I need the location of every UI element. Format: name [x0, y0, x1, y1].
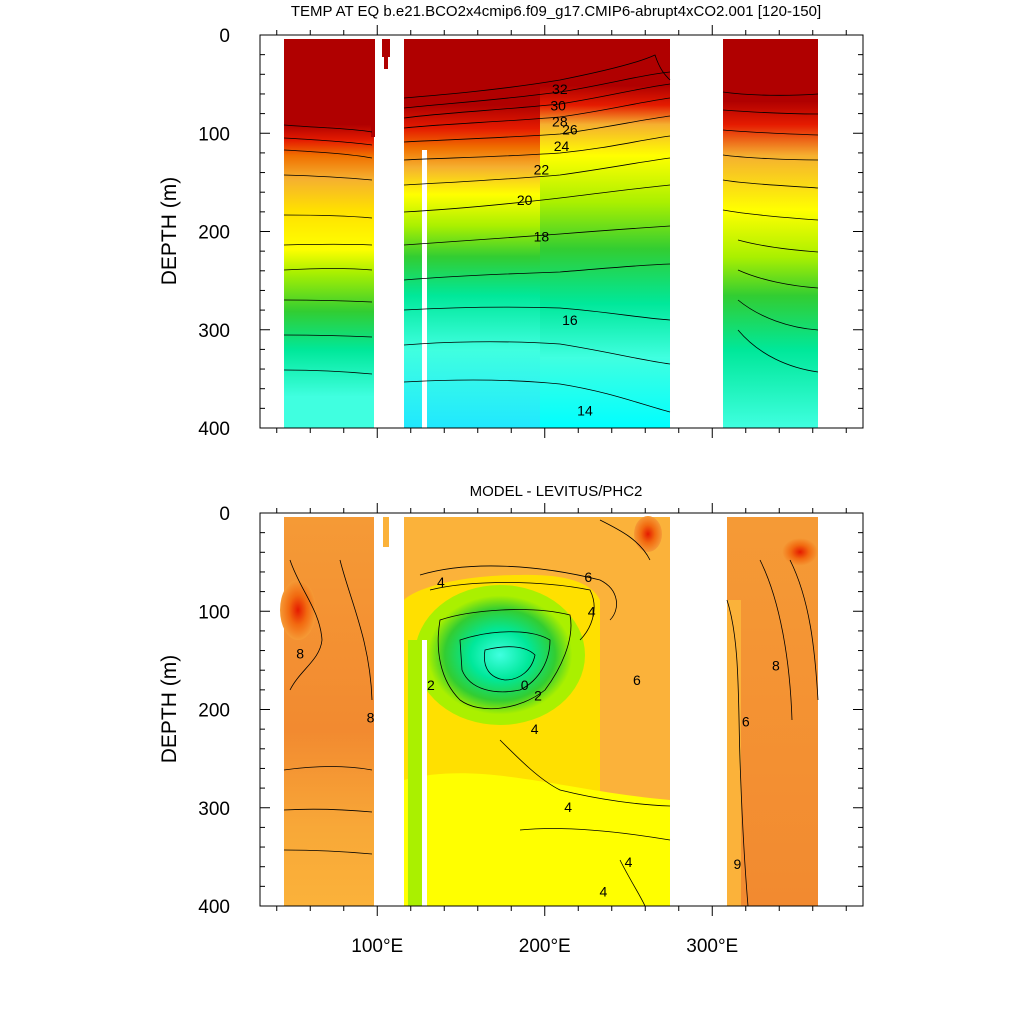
panel-bottom-contours	[283, 519, 819, 906]
panel-top-ticks	[260, 25, 863, 438]
panel-bottom-ylabel: DEPTH (m)	[158, 655, 181, 764]
contour-label: 2	[534, 688, 542, 704]
panel-bottom-ytick-labels: 0 100 200 300 400	[198, 504, 230, 918]
contour-label: 18	[534, 228, 550, 244]
contour-label: 0	[521, 677, 529, 693]
ytick-label: 400	[198, 897, 230, 918]
field2-atlantic-warm-core	[782, 538, 818, 566]
field-atlantic	[723, 39, 818, 428]
ytick-label: 300	[198, 321, 230, 342]
contour-label: 16	[562, 312, 578, 328]
contour-label: 2	[427, 677, 435, 693]
contour-label: 4	[599, 883, 607, 899]
ytick-label: 0	[219, 504, 230, 525]
contour-label: 6	[584, 569, 592, 585]
contour-label: 30	[550, 98, 566, 114]
ytick-label: 100	[198, 124, 230, 145]
contour-label: 4	[625, 854, 633, 870]
ytick-label: 200	[198, 701, 230, 722]
field2-maritime-island	[383, 517, 389, 547]
panel-bottom-field	[280, 516, 819, 906]
panel-top-title: TEMP AT EQ b.e21.BCO2x4cmip6.f09_g17.CMI…	[291, 3, 821, 20]
panel-top-contours	[283, 54, 819, 413]
ytick-label: 400	[198, 419, 230, 440]
panel-top-field	[283, 39, 819, 428]
contour-label: 24	[554, 138, 570, 154]
contour-label: 8	[367, 709, 375, 725]
contour-label: 14	[577, 402, 593, 418]
ytick-label: 200	[198, 223, 230, 244]
field2-strait-green	[408, 640, 422, 906]
contour-label: 4	[564, 799, 572, 815]
ytick-label: 300	[198, 799, 230, 820]
contour-label: 26	[562, 121, 578, 137]
panel-bottom-xtick-labels: 100°E 200°E 300°E	[351, 936, 738, 957]
field-indian-ocean	[284, 39, 374, 428]
field-strait-gap	[422, 150, 427, 428]
panel-bottom-title: MODEL - LEVITUS/PHC2	[470, 483, 643, 500]
contour-label: 6	[633, 672, 641, 688]
panel-bottom: MODEL - LEVITUS/PHC2	[158, 483, 864, 957]
field2-east-pacific-warm	[634, 516, 662, 552]
field2-atlantic	[727, 517, 818, 906]
contour-label: 4	[437, 574, 445, 590]
contour-label: 4	[531, 721, 539, 737]
xtick-label: 200°E	[519, 936, 571, 957]
field-atlantic-step	[723, 39, 729, 59]
contour-label: 8	[296, 645, 304, 661]
contour-label: 4	[588, 603, 596, 619]
field2-strait-gap	[422, 640, 427, 906]
panel-top: TEMP AT EQ b.e21.BCO2x4cmip6.f09_g17.CMI…	[158, 3, 864, 440]
contour-label: 6	[742, 713, 750, 729]
field2-indian-warm-core	[280, 580, 316, 640]
field-pacific-west	[404, 39, 544, 428]
contour-label: 28	[552, 113, 568, 129]
contour-label: 20	[517, 192, 533, 208]
ytick-label: 0	[219, 26, 230, 47]
xtick-label: 100°E	[351, 936, 403, 957]
ytick-label: 100	[198, 602, 230, 623]
xtick-label: 300°E	[686, 936, 738, 957]
field-indian-ocean-step	[371, 39, 375, 137]
panel-top-ytick-labels: 0 100 200 300 400	[198, 26, 230, 440]
contour-label: 32	[552, 81, 568, 97]
field-maritime-island-b	[384, 39, 388, 69]
contour-label: 9	[733, 856, 741, 872]
field2-cold-anomaly	[415, 585, 585, 725]
panel-bottom-ticks	[260, 503, 863, 916]
field2-pacific-deep-yellow	[404, 773, 670, 906]
field2-indian-ocean	[284, 517, 374, 906]
contour-label: 8	[772, 657, 780, 673]
panel-top-ylabel: DEPTH (m)	[158, 177, 181, 286]
contour-label: 22	[534, 162, 550, 178]
